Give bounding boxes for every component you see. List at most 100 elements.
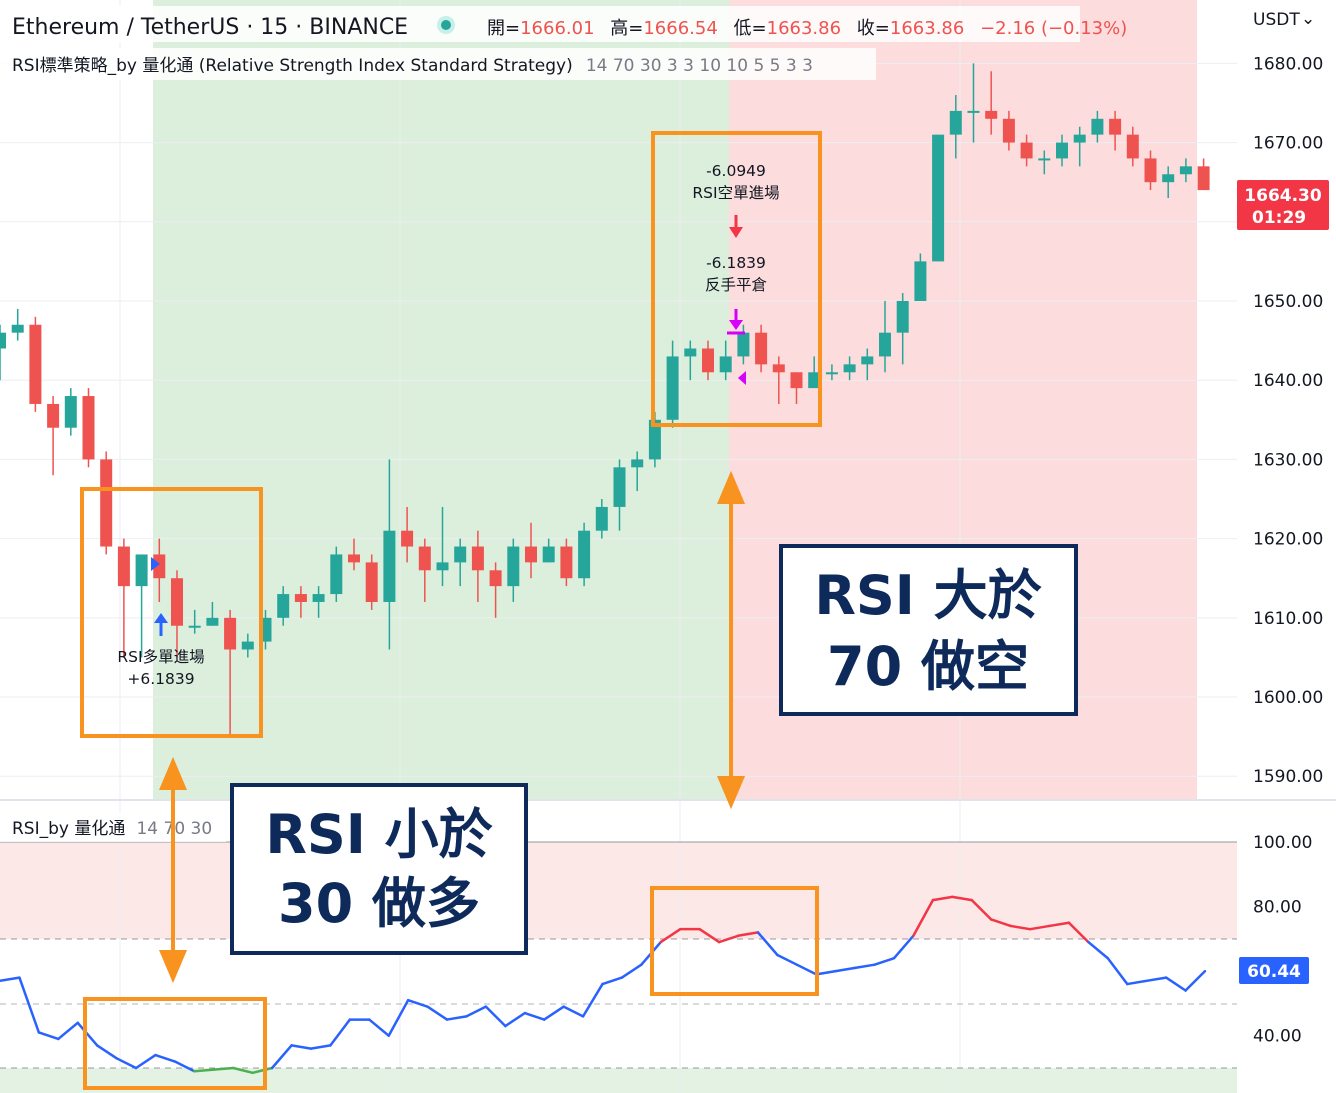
candle-body	[330, 554, 343, 595]
rsi-segment	[562, 1005, 585, 1018]
candle	[825, 364, 838, 381]
price-tick-label: 1610.00	[1253, 609, 1323, 629]
currency-selector[interactable]: USDT	[1253, 10, 1300, 30]
candle-body	[29, 324, 42, 404]
candle	[348, 538, 360, 571]
rsi-segment	[1106, 956, 1129, 986]
candle	[861, 348, 874, 381]
price-axis[interactable]: 1680.001670.001660.001650.001640.001630.…	[1253, 54, 1323, 787]
candle-body	[790, 372, 803, 389]
candle-body	[348, 554, 360, 563]
rsi-segment	[1009, 924, 1032, 931]
candle	[117, 538, 130, 658]
rsi-segment	[931, 895, 954, 902]
rsi-segment	[134, 1053, 157, 1070]
rsi-segment	[951, 895, 974, 902]
rsi-value-tag	[1239, 957, 1309, 984]
candle-body	[401, 530, 414, 547]
strategy-legend-background	[0, 48, 876, 80]
candle	[82, 388, 95, 468]
candle	[631, 451, 644, 492]
long-zone-background	[153, 0, 729, 800]
rsi-segment	[251, 1066, 274, 1075]
rsi-segment	[368, 1018, 390, 1037]
rsi-segment	[445, 1015, 468, 1021]
rsi-segment	[795, 963, 818, 976]
candle-body	[755, 332, 768, 365]
candle-body	[507, 546, 520, 587]
last-price-tag	[1237, 180, 1329, 230]
candle-body	[11, 324, 24, 333]
rsi-segment	[989, 918, 1012, 928]
rsi-value-label: 60.44	[1247, 962, 1301, 982]
short-entry-label: RSI空單進場	[692, 184, 779, 202]
price-tick-label: 1640.00	[1253, 371, 1323, 391]
candle	[330, 546, 343, 602]
price-tick-label: 1600.00	[1253, 688, 1323, 708]
short-callout-box	[779, 544, 1078, 716]
candle	[560, 538, 573, 587]
chevron-down-icon[interactable]: ⌄	[1301, 9, 1315, 29]
rsi-segment	[115, 1057, 138, 1070]
high-label: 高=	[610, 18, 643, 39]
price-tick-label: 1650.00	[1253, 292, 1323, 312]
candle-body	[861, 356, 874, 365]
low-value: 1663.86	[767, 18, 841, 39]
candle	[949, 95, 962, 159]
candle	[1162, 166, 1175, 199]
price-tick-label: 1680.00	[1253, 54, 1323, 74]
candle-body	[985, 110, 998, 119]
rsi-legend[interactable]: RSI_by 量化通 14 70 30	[12, 819, 212, 839]
strategy-legend[interactable]: RSI標準策略_by 量化通 (Relative Strength Index …	[12, 56, 813, 76]
candle-body	[171, 578, 183, 626]
candle	[1091, 110, 1104, 143]
candle	[808, 356, 821, 389]
reverse-close-label: 反手平倉	[705, 276, 768, 294]
candle	[454, 538, 467, 587]
rsi-segment	[193, 1068, 216, 1073]
symbol-title[interactable]: Ethereum / TetherUS · 15 · BINANCE	[12, 15, 408, 40]
open-value: 1666.01	[520, 18, 594, 39]
rsi-segment	[717, 934, 740, 944]
rsi-segment	[173, 1060, 196, 1073]
candle-body	[631, 459, 644, 468]
candle-body	[489, 570, 502, 587]
ohlc-readout: 開=1666.01 高=1666.54 低=1663.86 收=1663.86 …	[487, 18, 1127, 39]
rsi-segment	[212, 1066, 235, 1071]
candle	[719, 340, 732, 381]
rsi-segment	[76, 1021, 99, 1047]
rsi-axis[interactable]: 100.00 80.00 40.00	[1253, 833, 1312, 1047]
low-label: 低=	[734, 18, 767, 39]
candle	[171, 570, 183, 658]
price-gridlines	[0, 62, 1237, 777]
rsi-segment	[426, 1005, 449, 1021]
price-tick-label: 1620.00	[1253, 530, 1323, 550]
candle-body	[1109, 118, 1122, 135]
candle	[879, 300, 891, 373]
rsi-segment	[290, 1044, 313, 1050]
strategy-params: 14 70 30 3 3 10 10 5 5 3 3	[586, 56, 813, 76]
candle	[1109, 110, 1122, 151]
high-value: 1666.54	[643, 18, 717, 39]
candle	[277, 586, 290, 626]
candle	[1038, 150, 1051, 175]
rsi-segment	[737, 931, 760, 937]
rsi-tick-label: 40.00	[1253, 1027, 1302, 1047]
candle	[135, 554, 148, 658]
rsi-segment	[465, 1005, 488, 1018]
short-entry-arrow-icon	[729, 215, 743, 238]
rsi-segment	[231, 1066, 254, 1075]
candle-body	[896, 300, 909, 333]
rsi-segment	[0, 976, 21, 983]
candle-body	[719, 356, 732, 373]
rsi-segment	[18, 976, 41, 1034]
candle-body	[684, 348, 697, 357]
candle-body	[312, 594, 325, 602]
long-signal-rsi-box	[83, 997, 267, 1090]
header-background	[0, 6, 1080, 42]
long-callout-line2: 30 做多	[278, 872, 480, 935]
candle-body	[153, 554, 166, 579]
long-signal-price-box	[80, 487, 263, 738]
candlestick-series	[0, 63, 1210, 737]
